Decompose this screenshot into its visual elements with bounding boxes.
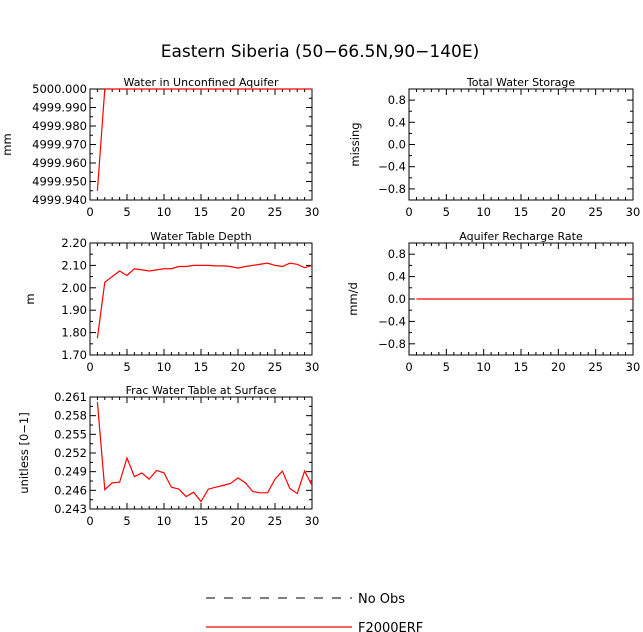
x-tick-label: 10 (157, 514, 172, 528)
x-tick-label: 15 (514, 360, 529, 374)
y-tick-label: 1.70 (61, 348, 87, 362)
panel-title: Frac Water Table at Surface (126, 384, 277, 397)
y-tick-label: 0.249 (54, 465, 87, 479)
y-tick-label: 0.4 (388, 115, 406, 129)
y-tick-label: 0.0 (388, 292, 406, 306)
y-tick-label: 0.0 (388, 138, 406, 152)
y-tick-label: 4999.970 (32, 138, 87, 152)
x-tick-label: 0 (86, 360, 93, 374)
panel-frac-water-table: Frac Water Table at Surface 0 5 10 15 20 25 30 0… (17, 384, 319, 528)
series-line-F2000ERF (96, 401, 313, 503)
legend-label: F2000ERF (358, 621, 423, 632)
x-tick-label: 5 (123, 205, 130, 219)
x-tick-label: 15 (194, 360, 209, 374)
y-tick-label: 0.4 (388, 270, 406, 284)
y-tick-label: 0.8 (388, 247, 406, 261)
x-tick-label: 30 (626, 360, 641, 374)
x-tick-label: 25 (588, 205, 603, 219)
x-tick-label: 0 (86, 514, 93, 528)
plot-frame (89, 242, 313, 356)
legend: No Obs F2000ERF (206, 592, 423, 632)
y-tick-label: 0.246 (54, 483, 87, 497)
x-tick-label: 5 (123, 360, 130, 374)
y-axis-label: missing (348, 122, 362, 166)
panel-aquifer-recharge: Aquifer Recharge Rate 0 5 10 15 20 25 30 −0.8 −0.… (346, 230, 640, 374)
x-tick-label: 10 (476, 205, 491, 219)
x-tick-label: 30 (305, 514, 320, 528)
x-tick-label: 20 (231, 360, 246, 374)
panel-total-water-storage: Total Water Storage 0 5 10 15 20 25 30 −0.8 −0.4 0… (348, 76, 640, 219)
x-tick-label: 5 (443, 360, 450, 374)
y-axis-label: m (23, 293, 37, 304)
plot-frame (89, 396, 313, 510)
x-tick-label: 30 (626, 205, 641, 219)
y-tick-label: 0.243 (54, 502, 87, 516)
panel-water-unconfined: Water in Unconfined Aquifer 0 5 10 15 20 25 30 4… (0, 76, 319, 219)
y-tick-label: 4999.940 (32, 193, 87, 207)
y-tick-label: −0.8 (378, 337, 406, 351)
panel-title: Water Table Depth (150, 230, 251, 243)
x-tick-label: 5 (443, 205, 450, 219)
y-tick-label: 1.90 (61, 303, 87, 317)
y-tick-label: 4999.950 (32, 175, 87, 189)
y-tick-label: 2.20 (61, 236, 87, 250)
y-tick-label: −0.8 (378, 182, 406, 196)
x-tick-label: 0 (405, 205, 412, 219)
x-tick-label: 0 (405, 360, 412, 374)
y-tick-label: 2.00 (61, 281, 87, 295)
y-tick-label: 1.80 (61, 326, 87, 340)
x-tick-label: 15 (194, 205, 209, 219)
y-axis-label: mm (0, 133, 14, 155)
plot-frame (408, 88, 634, 201)
y-tick-label: 0.261 (54, 390, 87, 404)
y-axis-label: unitless [0−1] (17, 412, 31, 493)
x-tick-label: 10 (157, 205, 172, 219)
y-axis-label: mm/d (346, 282, 360, 316)
x-tick-label: 25 (268, 205, 283, 219)
y-tick-label: 0.252 (54, 446, 87, 460)
series-line-F2000ERF (96, 88, 312, 191)
series-line-F2000ERF (96, 262, 313, 339)
y-tick-label: −0.4 (378, 314, 406, 328)
y-tick-label: 0.255 (54, 427, 87, 441)
y-tick-label: 4999.960 (32, 156, 87, 170)
x-tick-label: 20 (551, 360, 566, 374)
panel-title: Total Water Storage (466, 76, 575, 89)
y-tick-label: 4999.990 (32, 101, 87, 115)
x-tick-label: 15 (194, 514, 209, 528)
figure-title: Eastern Siberia (50−66.5N,90−140E) (161, 42, 479, 62)
y-tick-label: 0.258 (54, 409, 87, 423)
x-tick-label: 15 (514, 205, 529, 219)
x-tick-label: 25 (268, 360, 283, 374)
y-tick-label: 4999.980 (32, 119, 87, 133)
x-tick-label: 10 (476, 360, 491, 374)
plot-frame (89, 88, 313, 201)
x-tick-label: 0 (86, 205, 93, 219)
panels: Water in Unconfined Aquifer 0 5 10 15 20 25 30 4… (0, 76, 640, 528)
x-tick-label: 25 (268, 514, 283, 528)
panel-title: Water in Unconfined Aquifer (124, 76, 279, 89)
x-tick-label: 20 (231, 205, 246, 219)
x-tick-label: 30 (305, 360, 320, 374)
panel-title: Aquifer Recharge Rate (459, 230, 583, 243)
legend-label: No Obs (358, 592, 405, 607)
x-tick-label: 10 (157, 360, 172, 374)
x-tick-label: 20 (231, 514, 246, 528)
x-tick-label: 5 (123, 514, 130, 528)
y-tick-label: 0.8 (388, 93, 406, 107)
x-tick-label: 20 (551, 205, 566, 219)
y-tick-label: −0.4 (378, 160, 406, 174)
x-tick-label: 30 (305, 205, 320, 219)
panel-water-table-depth: Water Table Depth 0 5 10 15 20 25 30 1.70 1.80 1.9… (23, 230, 319, 374)
y-tick-label: 5000.000 (32, 82, 87, 96)
x-tick-label: 25 (588, 360, 603, 374)
y-tick-label: 2.10 (61, 258, 87, 272)
